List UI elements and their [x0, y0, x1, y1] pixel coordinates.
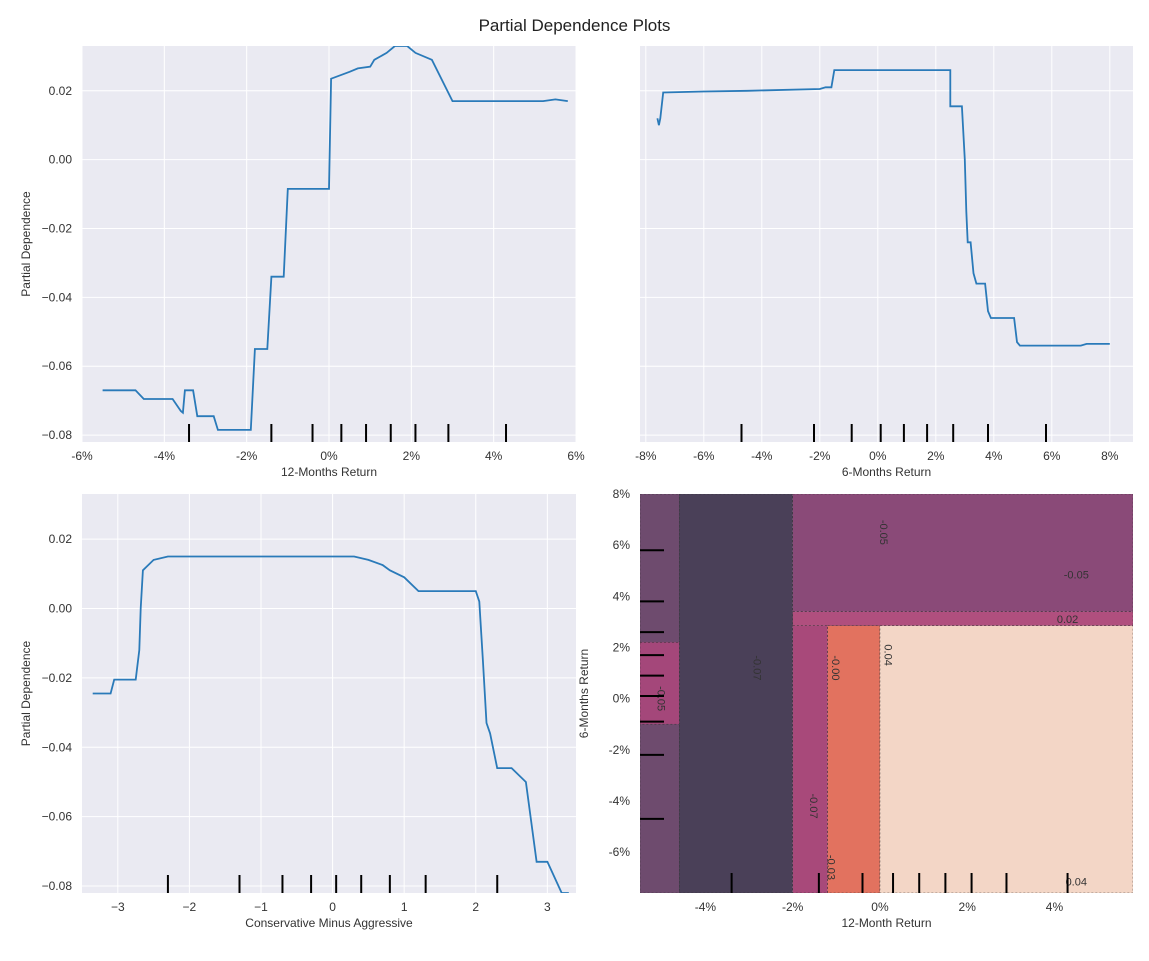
y-tick-label: 2%: [613, 640, 631, 654]
x-tick-label: -2%: [809, 449, 831, 463]
x-tick-label: 4%: [485, 449, 503, 463]
x-tick-label: 6%: [567, 449, 585, 463]
pd2-chart: -8% -6% -4% -2% 0% 2% 4% 6% 8% 6-Months Return: [635, 46, 1133, 479]
pd1-chart: -6% -4% -2% 0% 2% 4% 6% 0.02 0.00 −0.02 −0.04 −0.06…: [19, 46, 585, 479]
x-axis-label: Conservative Minus Aggressive: [245, 916, 413, 930]
x-tick-label: 2%: [927, 449, 945, 463]
y-tick-label: 0.02: [49, 532, 73, 546]
y-tick-label: 0.02: [49, 84, 73, 98]
figure-title: Partial Dependence Plots: [478, 16, 671, 35]
x-tick-label: 4%: [1046, 900, 1064, 914]
x-tick-label: -2%: [236, 449, 258, 463]
contour-label: 0.04: [881, 644, 893, 665]
y-tick-label: 6%: [613, 538, 631, 552]
x-tick-label: -2%: [782, 900, 804, 914]
y-tick-label: 4%: [613, 589, 631, 603]
y-tick-label: -6%: [609, 845, 631, 859]
x-tick-label: 2%: [959, 900, 977, 914]
contour-label: 0.02: [1057, 614, 1078, 626]
contour-label: -0.05: [1064, 569, 1089, 581]
y-axis-label: Partial Dependence: [19, 640, 33, 746]
y-axis-label: Partial Dependence: [19, 191, 33, 297]
y-tick-label: −0.08: [42, 879, 73, 893]
y-tick-label: −0.04: [42, 290, 73, 304]
heatmap-region: [879, 625, 1133, 893]
x-tick-label: 0: [329, 900, 336, 914]
contour-label: -0.07: [750, 655, 762, 680]
y-tick-label: −0.02: [42, 671, 73, 685]
x-tick-label: -4%: [751, 449, 773, 463]
x-tick-label: 2%: [403, 449, 421, 463]
panel-background: [82, 494, 576, 893]
x-tick-label: 3: [544, 900, 551, 914]
x-tick-label: 2: [472, 900, 479, 914]
pd-series-line: [102, 46, 568, 431]
y-tick-label: −0.06: [42, 359, 73, 373]
y-tick-label: −0.06: [42, 810, 73, 824]
y-tick-label: −0.04: [42, 740, 73, 754]
contour-label: 0.04: [1066, 876, 1087, 888]
x-tick-label: -6%: [71, 449, 93, 463]
x-axis-label: 12-Month Return: [841, 916, 931, 930]
heatmap-region: [679, 494, 793, 893]
contour-label: -0.00: [829, 655, 841, 680]
y-tick-label: 0.00: [49, 153, 73, 167]
x-tick-label: −2: [183, 900, 197, 914]
x-tick-label: 0%: [320, 449, 338, 463]
panel-background: [640, 46, 1133, 442]
contour-label: -0.05: [877, 520, 889, 545]
y-tick-label: -2%: [609, 743, 631, 757]
x-tick-label: −3: [111, 900, 125, 914]
x-tick-label: 6%: [1043, 449, 1061, 463]
contour-label: -0.03: [825, 855, 837, 880]
heatmap-region: [827, 625, 881, 893]
x-tick-label: -4%: [695, 900, 717, 914]
pd-series-line: [92, 555, 569, 893]
x-tick-label: -8%: [635, 449, 657, 463]
heatmap-region: [792, 611, 1133, 626]
heatmap-regions: -0.05 -0.05 0.02 -0.05 -0.07 -0.00 0.04 -0.07 -0…: [640, 494, 1133, 893]
y-tick-label: 8%: [613, 487, 631, 501]
x-tick-label: 0%: [871, 900, 889, 914]
y-tick-label: 0%: [613, 692, 631, 706]
pd3-chart: −3 −2 −1 0 1 2 3 0.02 0.00 −0.02 −0.04 −0.06 −0.08 Co…: [19, 494, 576, 930]
x-tick-label: 1: [401, 900, 408, 914]
contour-label: -0.05: [654, 686, 666, 711]
heatmap-region: [792, 625, 828, 893]
x-tick-label: 8%: [1101, 449, 1119, 463]
y-axis-label: 6-Months Return: [577, 649, 591, 738]
y-tick-label: −0.02: [42, 222, 73, 236]
y-tick-label: −0.08: [42, 428, 73, 442]
x-tick-label: 0%: [869, 449, 887, 463]
y-tick-label: 0.00: [49, 601, 73, 615]
x-tick-label: -4%: [154, 449, 176, 463]
pd4-chart: -0.05 -0.05 0.02 -0.05 -0.07 -0.00 0.04 -0.07 -0…: [577, 487, 1133, 930]
x-axis-label: 6-Months Return: [842, 465, 931, 479]
x-tick-label: −1: [254, 900, 268, 914]
x-tick-label: -6%: [693, 449, 715, 463]
x-axis-label: 12-Months Return: [281, 465, 377, 479]
contour-label: -0.07: [807, 793, 819, 818]
heatmap-region: [792, 494, 1133, 612]
pd-series-line: [656, 69, 1110, 347]
y-tick-label: -4%: [609, 794, 631, 808]
x-tick-label: 4%: [985, 449, 1003, 463]
